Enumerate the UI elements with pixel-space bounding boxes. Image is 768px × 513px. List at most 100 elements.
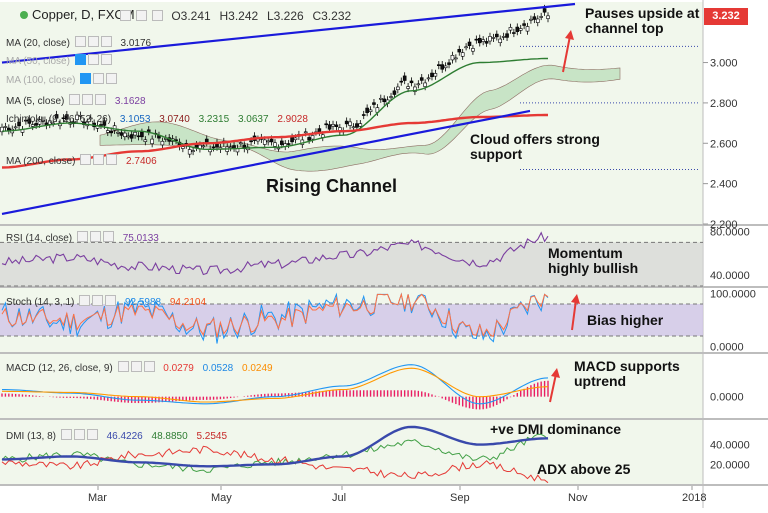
eye-icon[interactable] [69,94,81,105]
candle-body [65,114,69,120]
ma200-legend[interactable]: MA (200, close) 2.7406 [6,154,157,167]
candle-body [539,16,543,18]
candle-body [116,131,120,134]
ma20-legend[interactable]: MA (20, close) 3.0176 [6,36,152,49]
eye-icon[interactable] [80,154,92,165]
candle-body [447,62,451,65]
ma5-legend[interactable]: MA (5, close) 3.1628 [6,94,146,107]
candle-body [436,64,441,66]
rsi-tick-label: 80.0000 [710,226,750,238]
candle-body [331,124,335,127]
dmi-tick-label: 40.0000 [710,440,750,452]
rsi-legend[interactable]: RSI (14, close) 75.0133 [6,231,159,244]
candle-body [365,107,369,113]
adx-line [2,425,549,468]
gear-icon[interactable] [87,54,99,65]
candle-body [105,130,110,133]
candle-body [290,136,294,143]
close-icon[interactable] [86,429,98,440]
annotation-macd: MACD supports uptrend [574,358,680,389]
candle-body [416,83,421,86]
eye-icon[interactable] [80,73,92,84]
candle-body [413,86,417,92]
candle-body [160,140,165,146]
candle-body [164,138,168,140]
gear-icon[interactable] [73,429,85,440]
eye-icon[interactable] [117,361,129,372]
candle-body [368,109,373,113]
last-price-tag: 3.232 [704,8,748,25]
candle-body [355,123,359,128]
candle-body [78,114,83,117]
candle-body [344,120,349,125]
candle-body [276,147,281,150]
candle-body [232,145,236,149]
ma100-legend[interactable]: MA (100, close) [6,73,118,86]
candle-body [457,49,462,53]
close-icon[interactable] [95,94,107,105]
candle-body [239,142,243,145]
annotation-adx: ADX above 25 [537,461,631,477]
eye-icon[interactable] [135,10,147,21]
candle-body [426,77,431,80]
price-tick-label: 2.200 [710,219,738,231]
candle-body [269,138,274,143]
candle-body [41,120,45,122]
candle-body [406,86,410,89]
ma200-line [1,113,548,169]
candle-body [460,52,465,57]
gear-icon[interactable] [151,10,163,21]
dmi-legend[interactable]: DMI (13, 8) 46.4226 48.8850 5.2545 [6,429,228,442]
candle-body [303,131,308,134]
eye-icon[interactable] [74,54,86,65]
candle-body [512,32,516,34]
rsi-line [1,231,549,276]
gear-icon[interactable] [87,36,99,47]
candle-body [378,97,383,100]
symbol-title[interactable]: Copper, D, FXCM [20,7,135,22]
stoch-tick-label: 100.0000 [710,288,756,300]
candle-body [515,26,520,32]
eye-icon[interactable] [74,36,86,47]
gear-icon[interactable] [92,295,104,306]
close-icon[interactable] [106,154,118,165]
candle-body [518,28,523,31]
x-tick-label: Nov [568,492,588,504]
macd-legend[interactable]: MACD (12, 26, close, 9) 0.0279 0.0528 0.… [6,361,273,374]
ichimoku-legend[interactable]: Ichimoku (9, 26, 52, 26) 3.1053 3.0740 3… [6,114,308,125]
gear-icon[interactable] [82,94,94,105]
candle-body [454,57,458,60]
close-icon[interactable] [102,231,114,242]
eye-icon[interactable] [76,231,88,242]
price-tick-label: 2.400 [710,179,738,191]
gear-icon[interactable] [93,73,105,84]
gear-icon[interactable] [89,231,101,242]
candle-body [327,124,332,130]
close-icon[interactable] [100,36,112,47]
candle-body [535,18,540,23]
eye-icon[interactable] [79,295,91,306]
candle-body [273,142,277,147]
eye-icon[interactable] [60,429,72,440]
candle-body [481,39,485,42]
stoch-legend[interactable]: Stoch (14, 3, 1) 92.5988 94.2104 [6,295,207,308]
candle-body [174,139,178,142]
annotation-channel-top: Pauses upside at channel top [585,5,700,36]
chevron-down-icon[interactable] [120,10,131,21]
candle-body [143,139,148,142]
close-icon[interactable] [105,295,117,306]
candle-body [546,15,550,19]
close-icon[interactable] [100,54,112,65]
candle-body [464,46,468,49]
dmi-tick-label: 20.0000 [710,459,750,471]
ma50-legend[interactable]: MA (50, close) [6,54,112,67]
close-icon[interactable] [106,73,118,84]
macd-tick-label: 0.0000 [710,392,744,404]
close-icon[interactable] [143,361,155,372]
ma20-line [1,57,548,150]
candle-body [3,126,8,128]
gear-icon[interactable] [130,361,142,372]
gear-icon[interactable] [93,154,105,165]
candle-body [280,140,284,145]
